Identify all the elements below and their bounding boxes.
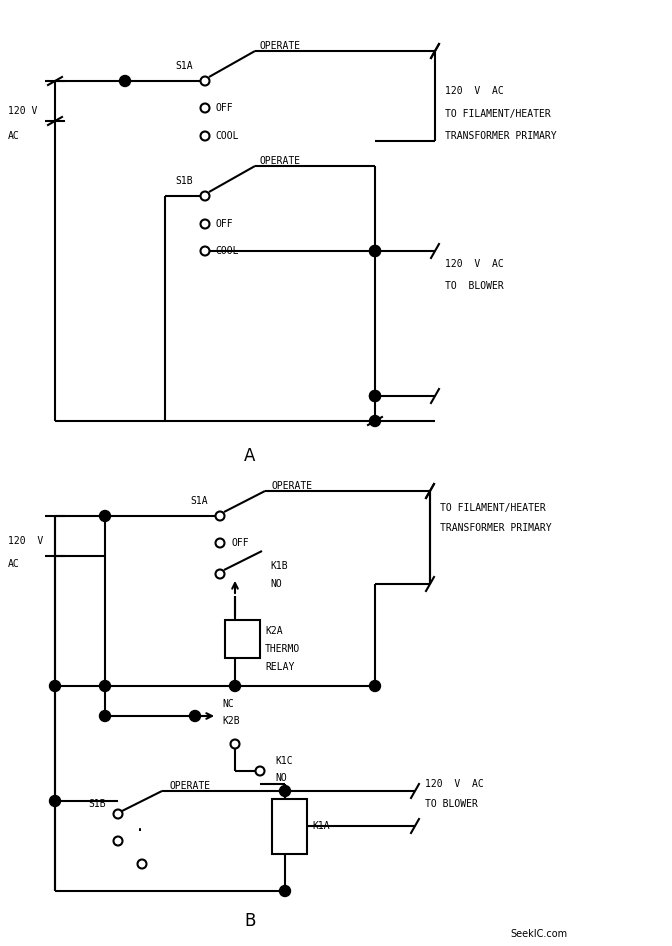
Text: AC: AC (8, 559, 19, 569)
Text: .: . (135, 817, 145, 835)
Text: 120  V  AC: 120 V AC (445, 86, 504, 96)
Circle shape (200, 247, 210, 255)
Text: OFF: OFF (215, 103, 233, 113)
Bar (272, 799, 307, 854)
Text: K1C: K1C (275, 756, 292, 766)
Text: TRANSFORMER PRIMARY: TRANSFORMER PRIMARY (440, 523, 552, 533)
Text: 120  V  AC: 120 V AC (445, 259, 504, 269)
Text: S1A: S1A (175, 61, 193, 71)
Circle shape (114, 810, 122, 818)
Circle shape (99, 511, 110, 521)
Text: NO: NO (270, 579, 282, 589)
Circle shape (114, 836, 122, 846)
Text: SeekIC.com: SeekIC.com (510, 929, 567, 939)
Circle shape (370, 391, 380, 401)
Text: RELAY: RELAY (265, 662, 294, 672)
Text: NO: NO (275, 773, 287, 783)
Circle shape (120, 76, 130, 86)
Circle shape (280, 885, 290, 897)
Circle shape (230, 740, 239, 748)
Circle shape (99, 710, 110, 722)
Text: OPERATE: OPERATE (260, 41, 301, 51)
Text: TO FILAMENT/HEATER: TO FILAMENT/HEATER (440, 503, 546, 513)
Circle shape (50, 796, 60, 807)
Text: TO FILAMENT/HEATER: TO FILAMENT/HEATER (445, 109, 551, 119)
Circle shape (255, 766, 265, 776)
Text: THERMO: THERMO (265, 644, 300, 654)
Circle shape (200, 77, 210, 85)
Circle shape (216, 569, 224, 579)
Text: S1B: S1B (175, 176, 193, 186)
Circle shape (370, 680, 380, 692)
Text: TO BLOWER: TO BLOWER (425, 799, 478, 809)
Circle shape (216, 512, 224, 520)
Text: S1A: S1A (190, 496, 208, 506)
Text: TRANSFORMER PRIMARY: TRANSFORMER PRIMARY (445, 131, 556, 141)
Circle shape (200, 131, 210, 141)
Circle shape (200, 191, 210, 201)
Circle shape (200, 103, 210, 113)
Text: 120  V  AC: 120 V AC (425, 779, 484, 789)
Text: K1B: K1B (270, 561, 288, 571)
Text: K2A: K2A (265, 626, 283, 636)
Text: A: A (245, 447, 255, 465)
Circle shape (200, 219, 210, 229)
Circle shape (99, 680, 110, 692)
Circle shape (370, 246, 380, 256)
Text: 120  V: 120 V (8, 536, 43, 546)
Text: 120 V: 120 V (8, 106, 38, 116)
Text: K1A: K1A (312, 821, 330, 831)
Circle shape (370, 415, 380, 427)
Circle shape (370, 246, 380, 256)
Circle shape (50, 680, 60, 692)
Text: OPERATE: OPERATE (260, 156, 301, 166)
Text: K2B: K2B (222, 716, 240, 726)
Text: COOL: COOL (215, 246, 239, 256)
Circle shape (370, 391, 380, 401)
Text: OFF: OFF (215, 219, 233, 229)
Text: OFF: OFF (232, 538, 249, 548)
Circle shape (138, 860, 146, 868)
Bar (225, 620, 260, 658)
Text: B: B (245, 912, 255, 930)
Text: COOL: COOL (215, 131, 239, 141)
Text: S1B: S1B (88, 799, 106, 809)
Text: NC: NC (222, 699, 234, 709)
Text: AC: AC (8, 131, 19, 141)
Text: TO  BLOWER: TO BLOWER (445, 281, 504, 291)
Circle shape (216, 538, 224, 548)
Circle shape (190, 710, 200, 722)
Circle shape (230, 680, 241, 692)
Text: OPERATE: OPERATE (170, 781, 211, 791)
Text: OPERATE: OPERATE (272, 481, 313, 491)
Circle shape (280, 785, 290, 797)
